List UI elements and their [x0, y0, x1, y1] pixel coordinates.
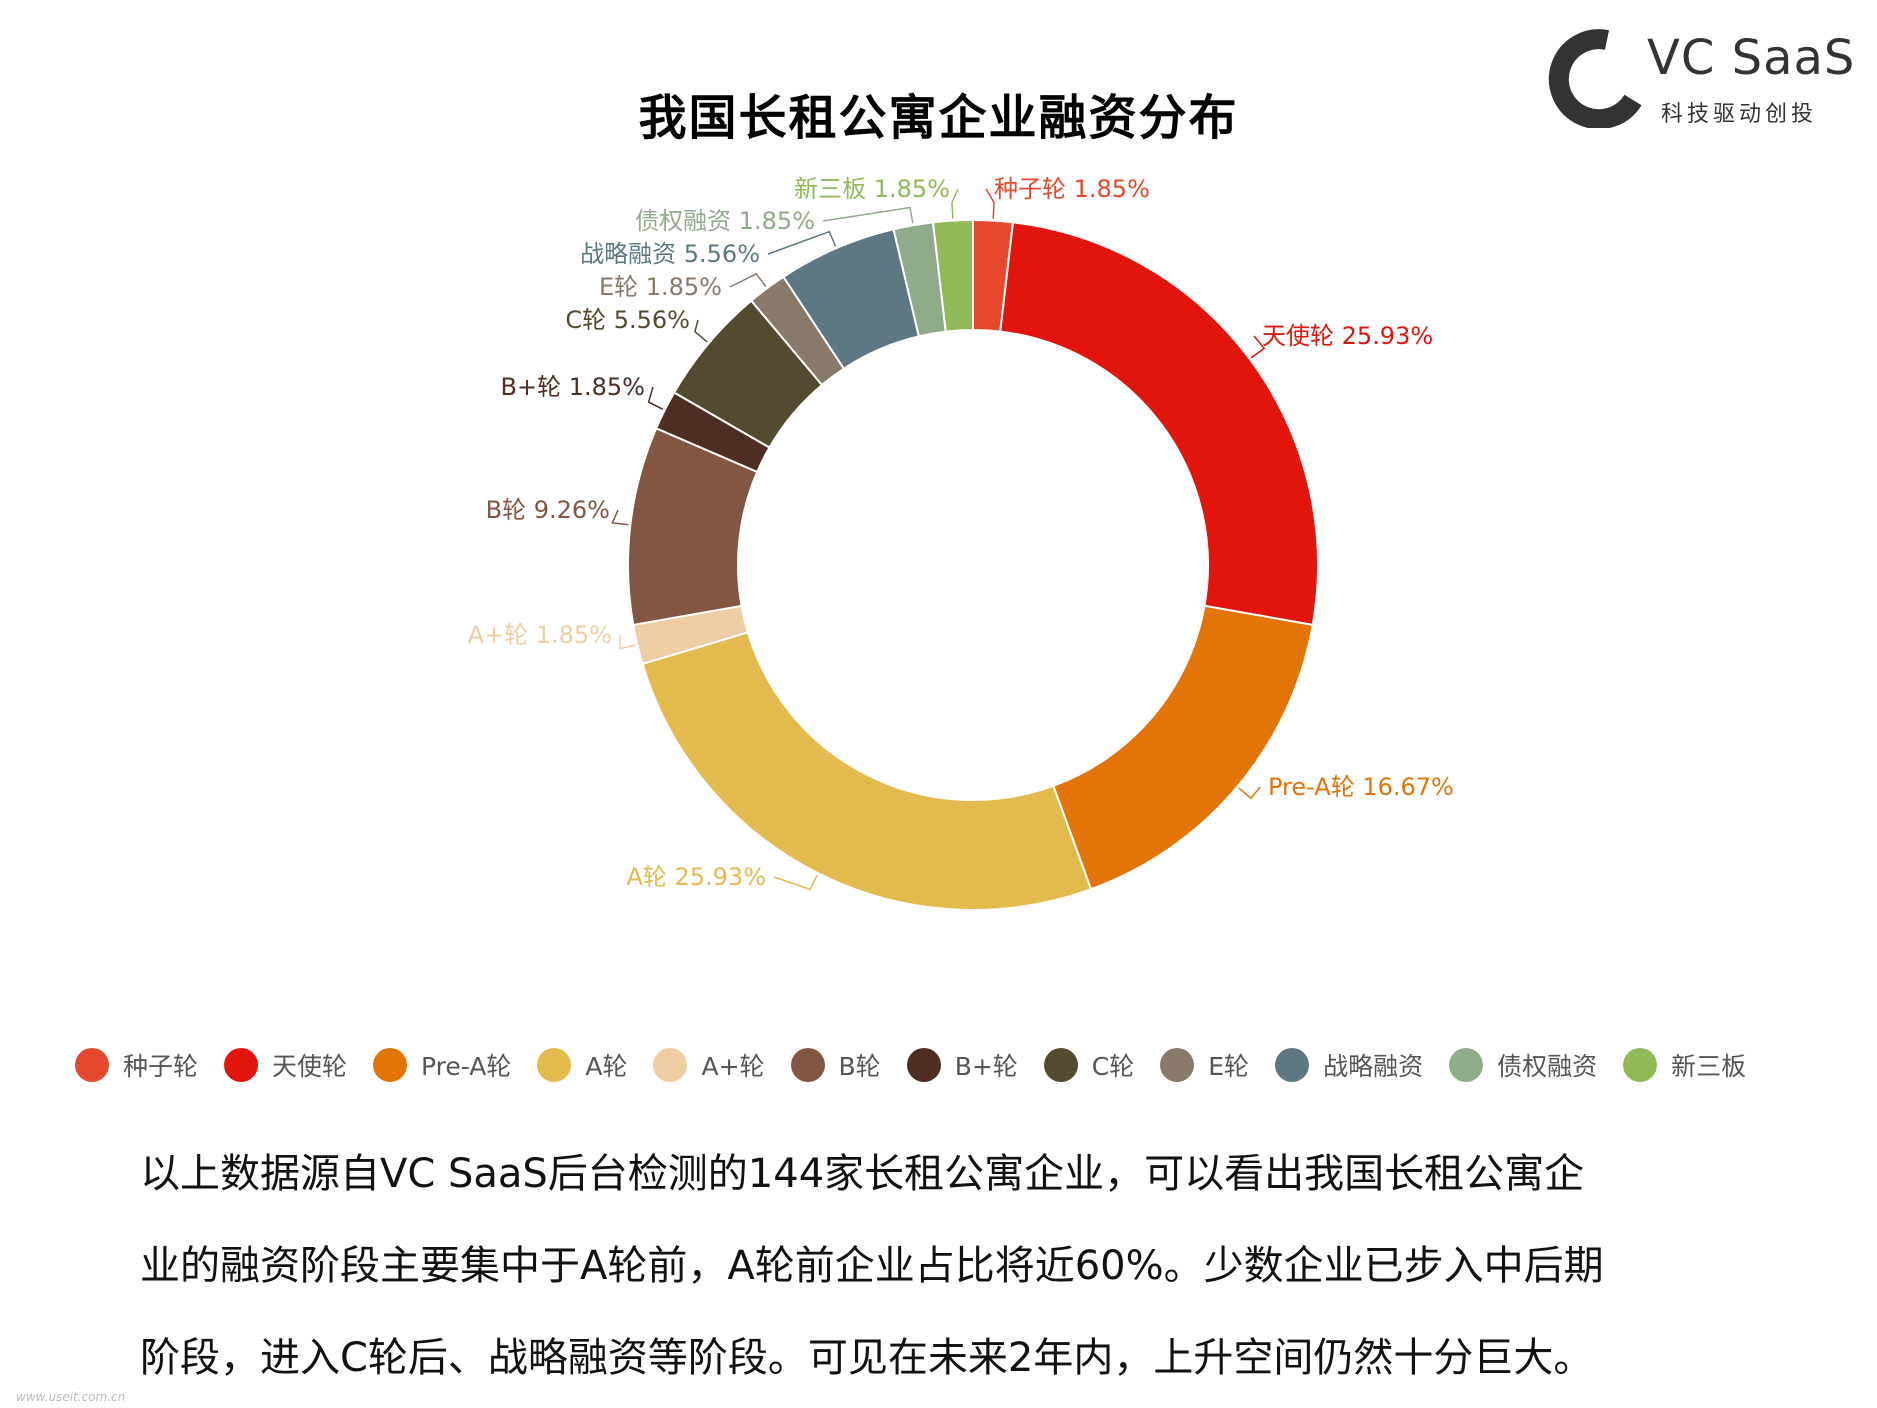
legend-label: 新三板: [1671, 1052, 1747, 1081]
legend-label: B+轮: [954, 1052, 1018, 1081]
legend-swatch: [537, 1048, 572, 1082]
legend-item: E轮: [1160, 1047, 1249, 1083]
legend-item: A轮: [537, 1047, 627, 1083]
legend-label: Pre-A轮: [421, 1052, 512, 1081]
slice-label: 战略融资 5.56%: [580, 240, 760, 268]
legend-label: E轮: [1208, 1052, 1250, 1081]
label-leader-line: [619, 634, 636, 650]
slice-label: 天使轮 25.93%: [1262, 322, 1433, 350]
donut-chart: 种子轮 1.85% 天使轮 25.93% Pre-A轮 16.67% A轮 25.93…: [468, 175, 1454, 911]
description-line: 以上数据源自VC SaaS后台检测的144家长租公寓企业，可以看出我国长租公寓企: [140, 1151, 1585, 1197]
label-leader-line: [729, 272, 767, 288]
legend-item: 种子轮: [75, 1047, 198, 1083]
label-leader-line: [951, 188, 959, 219]
label-leader-line: [985, 188, 995, 219]
legend-label: 天使轮: [272, 1052, 348, 1081]
label-leader-line: [773, 874, 818, 891]
description-line: 阶段，进入C轮后、战略融资等阶段。可见在未来2年内，上升空间仍然十分巨大。: [140, 1335, 1594, 1381]
description-text: 以上数据源自VC SaaS后台检测的144家长租公寓企业，可以看出我国长租公寓企…: [140, 1128, 1780, 1404]
legend-label: 债权融资: [1497, 1052, 1598, 1081]
legend-swatch: [224, 1048, 259, 1082]
slice-label: B+轮 1.85%: [501, 373, 645, 401]
legend-item: B轮: [790, 1047, 881, 1083]
description-line: 业的融资阶段主要集中于A轮前，A轮前企业占比将近60%。少数企业已步入中后期: [140, 1243, 1604, 1289]
legend-item: 新三板: [1623, 1047, 1746, 1083]
watermark: www.useit.com.cn: [16, 1390, 126, 1404]
slice-label: C轮 5.56%: [565, 306, 690, 334]
label-leader-line: [611, 509, 629, 526]
slice-label: 种子轮 1.85%: [994, 175, 1150, 203]
slice-label: A轮 25.93%: [626, 863, 766, 891]
slice-labels: 种子轮 1.85% 天使轮 25.93% Pre-A轮 16.67% A轮 25.93…: [468, 175, 1454, 891]
c-arc-logo-icon: [1548, 29, 1642, 128]
label-leaders: [611, 188, 1266, 891]
label-leader-line: [767, 230, 837, 255]
legend-swatch: [373, 1048, 408, 1082]
legend-swatch: [653, 1048, 688, 1082]
legend-swatch: [1160, 1048, 1195, 1082]
label-leader-line: [694, 319, 708, 343]
legend-swatch: [75, 1048, 109, 1082]
label-leader-line: [1250, 335, 1266, 359]
donut-slices: [627, 218, 1319, 911]
legend-label: 种子轮: [123, 1052, 199, 1081]
slice-label: Pre-A轮 16.67%: [1268, 773, 1454, 801]
legend-swatch: [1623, 1048, 1658, 1082]
legend-item: C轮: [1043, 1047, 1135, 1083]
logo-tagline: 科技驱动创投: [1661, 102, 1818, 127]
legend-item: B+轮: [906, 1047, 1018, 1083]
legend-item: 战略融资: [1275, 1047, 1423, 1083]
donut-slice: [1052, 604, 1314, 891]
logo-name: VC SaaS: [1647, 30, 1856, 86]
label-leader-line: [1238, 786, 1261, 800]
slice-label: E轮 1.85%: [599, 273, 722, 301]
slice-label: B轮 9.26%: [486, 496, 610, 524]
label-leader-line: [822, 206, 914, 224]
legend-swatch: [790, 1048, 825, 1082]
slice-label: 新三板 1.85%: [794, 175, 950, 203]
donut-slice: [999, 221, 1319, 627]
legend-swatch: [1275, 1048, 1310, 1082]
legend-item: A+轮: [653, 1047, 765, 1083]
legend-swatch: [906, 1048, 941, 1082]
legend-item: Pre-A轮: [373, 1047, 511, 1083]
chart-title: 我国长租公寓企业融资分布: [638, 90, 1239, 146]
chart-legend: 种子轮 天使轮 Pre-A轮 A轮 A+轮 B轮 B+轮 C轮 E轮 战略融资 债权融资 新三板: [75, 1040, 1855, 1090]
slice-label: A+轮 1.85%: [468, 621, 612, 649]
label-leader-line: [647, 386, 664, 410]
slice-label: 债权融资 1.85%: [635, 207, 815, 235]
donut-slice: [641, 631, 1093, 911]
legend-label: A+轮: [701, 1052, 765, 1081]
legend-label: B轮: [838, 1052, 881, 1081]
legend-item: 天使轮: [224, 1047, 347, 1083]
brand-logo: VC SaaS 科技驱动创投: [1545, 24, 1854, 134]
donut-slice: [931, 218, 974, 333]
legend-label: C轮: [1091, 1052, 1135, 1081]
legend-label: A轮: [585, 1052, 628, 1081]
legend-label: 战略融资: [1323, 1052, 1424, 1081]
legend-item: 债权融资: [1449, 1047, 1597, 1083]
legend-swatch: [1043, 1048, 1078, 1082]
legend-swatch: [1449, 1048, 1484, 1082]
